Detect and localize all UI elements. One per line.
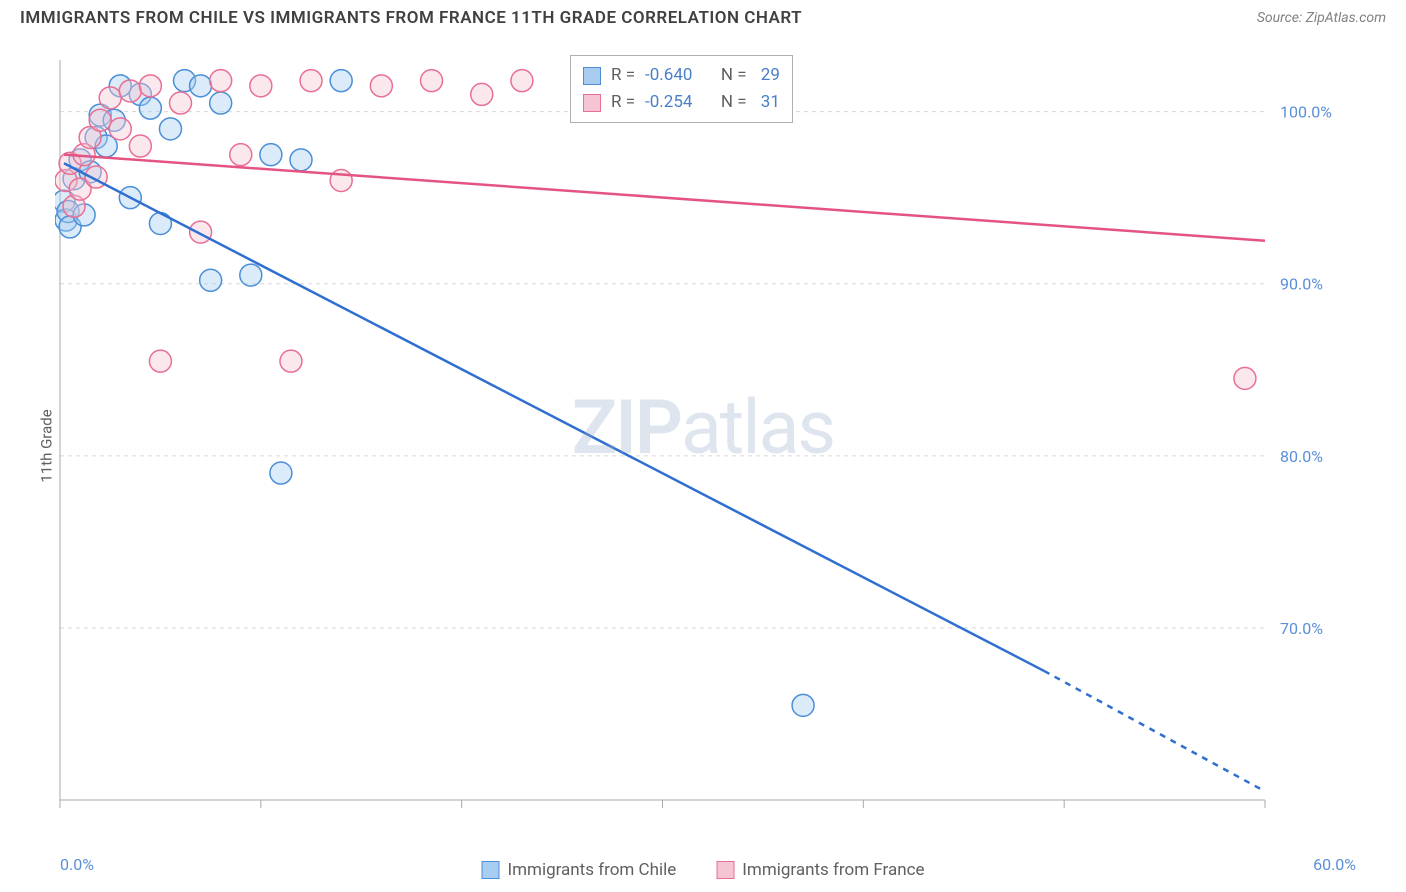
data-point <box>139 97 161 119</box>
trend-line-extrapolated <box>1044 671 1265 791</box>
data-point <box>290 149 312 171</box>
data-point <box>170 92 192 114</box>
x-tick-last: 60.0% <box>1313 855 1356 874</box>
swatch-france <box>716 861 734 879</box>
x-tick-first: 0.0% <box>60 855 94 874</box>
swatch-chile <box>482 861 500 879</box>
data-point <box>300 70 322 92</box>
data-point <box>370 75 392 97</box>
data-point <box>210 70 232 92</box>
r-value: -0.640 <box>645 62 692 89</box>
data-point <box>159 118 181 140</box>
data-point <box>190 221 212 243</box>
data-point <box>270 462 292 484</box>
trend-line <box>64 155 1265 241</box>
y-tick-label: 70.0% <box>1280 619 1323 638</box>
data-point <box>511 70 533 92</box>
data-point <box>330 70 352 92</box>
r-label: R = <box>611 89 635 116</box>
data-point <box>119 80 141 102</box>
n-label: N = <box>721 62 747 89</box>
data-point <box>280 350 302 372</box>
legend: Immigrants from Chile Immigrants from Fr… <box>482 860 925 880</box>
legend-label-chile: Immigrants from Chile <box>508 860 677 880</box>
data-point <box>260 144 282 166</box>
data-point <box>792 694 814 716</box>
trend-line <box>64 163 1044 671</box>
chart-plot-area: 70.0% 80.0% 90.0% 100.0% <box>55 45 1345 835</box>
data-point <box>190 75 212 97</box>
stats-swatch <box>583 67 601 85</box>
data-point <box>109 118 131 140</box>
scatter-chart: 70.0% 80.0% 90.0% 100.0% <box>55 45 1345 835</box>
stats-row: R = -0.254 N = 31 <box>583 89 780 116</box>
n-label: N = <box>721 89 747 116</box>
data-point <box>471 83 493 105</box>
r-value: -0.254 <box>645 89 692 116</box>
legend-label-france: Immigrants from France <box>742 860 924 880</box>
data-point <box>230 144 252 166</box>
n-value: 31 <box>757 89 780 116</box>
correlation-stats-box: R = -0.640 N = 29 R = -0.254 N = 31 <box>570 55 793 123</box>
data-point <box>210 92 232 114</box>
data-point <box>200 269 222 291</box>
data-point <box>1234 367 1256 389</box>
legend-item-chile: Immigrants from Chile <box>482 860 677 880</box>
y-tick-label: 80.0% <box>1280 447 1323 466</box>
r-label: R = <box>611 62 635 89</box>
data-point <box>129 135 151 157</box>
data-point <box>149 350 171 372</box>
legend-item-france: Immigrants from France <box>716 860 924 880</box>
data-point <box>99 87 121 109</box>
stats-row: R = -0.640 N = 29 <box>583 62 780 89</box>
data-point <box>250 75 272 97</box>
n-value: 29 <box>757 62 780 89</box>
source-attribution: Source: ZipAtlas.com <box>1257 10 1386 26</box>
y-tick-label: 100.0% <box>1280 103 1332 122</box>
data-point <box>139 75 161 97</box>
stats-swatch <box>583 94 601 112</box>
data-point <box>421 70 443 92</box>
chart-title: IMMIGRANTS FROM CHILE VS IMMIGRANTS FROM… <box>20 8 802 28</box>
data-point <box>89 109 111 131</box>
data-point <box>240 264 262 286</box>
y-tick-label: 90.0% <box>1280 275 1323 294</box>
y-axis-label: 11th Grade <box>38 409 56 482</box>
